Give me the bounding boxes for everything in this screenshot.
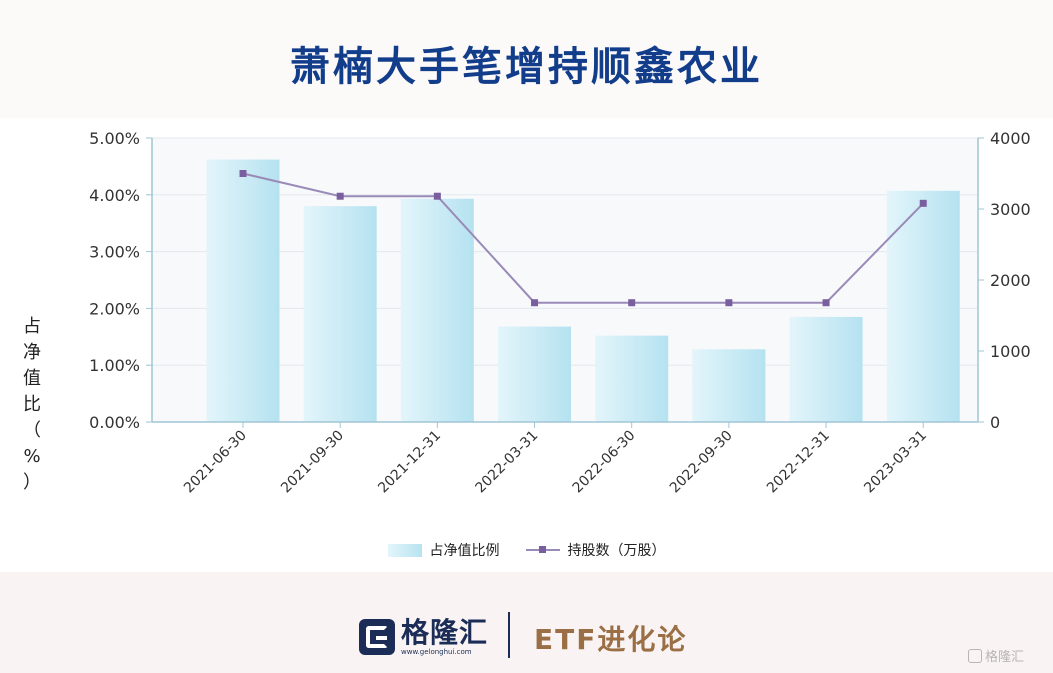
footer-band <box>0 572 1053 673</box>
chart-title: 萧楠大手笔增持顺鑫农业 <box>290 44 763 90</box>
y-axis-label-char: 占 <box>23 316 41 337</box>
holdings-point <box>433 192 441 200</box>
logo-name: 格隆汇 <box>401 616 489 649</box>
legend-line-swatch <box>525 546 560 553</box>
x-tick-label: 2022-06-30 <box>570 428 639 497</box>
holdings-point <box>919 199 927 207</box>
gelonghui-logo: 格隆汇 www.gelonghui.com <box>359 618 488 656</box>
bar <box>400 198 474 422</box>
gelonghui-logo-icon <box>359 619 395 655</box>
y-axis-label: 占净值比 （% ） <box>18 314 46 496</box>
y-axis-label-char: % <box>23 446 41 467</box>
y-axis-label-char: 比 <box>23 394 41 415</box>
header-band: 萧楠大手笔增持顺鑫农业 <box>0 0 1053 118</box>
holdings-point <box>239 170 247 177</box>
y-tick-label: 1.00% <box>89 356 140 375</box>
y-tick-label: 3.00% <box>89 243 140 262</box>
bar <box>692 349 766 422</box>
y-axis-label-char: ） <box>23 472 41 493</box>
watermark-icon <box>968 648 982 663</box>
holdings-point <box>336 192 344 200</box>
y-axis-label-char: 值 <box>23 368 41 389</box>
y2-tick-label: 4000 <box>990 129 1031 148</box>
y-tick-label: 0.00% <box>89 413 140 432</box>
logo-url: www.gelonghui.com <box>401 648 472 656</box>
bar <box>303 206 377 422</box>
holdings-point <box>531 299 539 307</box>
holdings-line <box>242 172 924 304</box>
x-tick-label: 2022-12-31 <box>764 428 833 497</box>
bar <box>498 326 572 422</box>
bar <box>206 159 280 423</box>
watermark-text: 格隆汇 <box>985 650 1025 665</box>
x-tick-label: 2021-06-30 <box>181 428 250 497</box>
holdings-point <box>822 299 830 307</box>
legend-label-bar: 占净值比例 <box>429 543 500 559</box>
y-axis-label-char: （ <box>23 420 41 441</box>
y2-tick-label: 0 <box>990 413 1000 432</box>
bar <box>595 335 669 422</box>
watermark: 格隆汇 <box>968 646 1024 665</box>
legend-item-bar[interactable]: 占净值比例 <box>387 540 500 560</box>
combo-chart: 0.00% 1.00% 2.00% 3.00% 4.00% 5.00% 0 1000 2000 3… <box>89 129 1031 497</box>
y-axis-label-char: 净 <box>23 342 41 363</box>
legend: 占净值比例 持股数（万股） <box>0 538 1053 562</box>
footer-divider <box>508 612 510 658</box>
y2-tick-label: 3000 <box>990 200 1031 219</box>
y-tick-label: 5.00% <box>89 129 140 148</box>
legend-bar-swatch <box>387 543 422 557</box>
x-tick-label: 2023-03-31 <box>861 428 930 497</box>
bar <box>789 316 863 422</box>
holdings-point <box>628 299 636 307</box>
x-tick-label: 2022-03-31 <box>473 428 542 497</box>
brand-name: ETF进化论 <box>534 623 688 656</box>
x-tick-label: 2021-09-30 <box>278 428 347 497</box>
x-tick-label: 2022-09-30 <box>667 428 736 497</box>
legend-item-line[interactable]: 持股数（万股） <box>525 540 666 560</box>
y-tick-label: 4.00% <box>89 186 140 205</box>
bar <box>886 190 960 422</box>
chart-area: 0.00% 1.00% 2.00% 3.00% 4.00% 5.00% 0 1000 2000 3… <box>0 118 1053 568</box>
y2-tick-label: 1000 <box>990 342 1031 361</box>
x-tick-label: 2021-12-31 <box>375 428 444 497</box>
y2-tick-label: 2000 <box>990 271 1031 290</box>
holdings-point <box>725 299 733 307</box>
y-tick-label: 2.00% <box>89 299 140 318</box>
legend-label-line: 持股数（万股） <box>567 543 666 559</box>
